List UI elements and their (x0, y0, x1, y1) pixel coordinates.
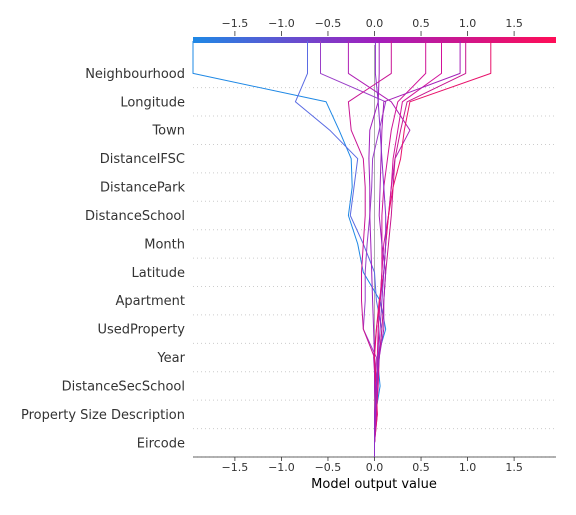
series-layer (192, 41, 492, 457)
top-tick-label: 0.0 (366, 17, 384, 30)
feature-label: Neighbourhood (85, 67, 185, 82)
feature-label: Latitude (131, 266, 185, 281)
feature-label: DistanceSchool (85, 209, 185, 224)
top-tick-label: 0.5 (412, 17, 430, 30)
top-tick-label: 1.0 (459, 17, 477, 30)
feature-label: Property Size Description (21, 408, 185, 423)
top-tick-label: −1.5 (222, 17, 249, 30)
bottom-tick-label: −1.5 (222, 461, 249, 474)
feature-label: Year (156, 351, 185, 366)
decision-line (294, 41, 383, 457)
feature-label: Longitude (120, 95, 185, 110)
feature-label: DistancePark (100, 181, 185, 196)
top-tick-label: −1.0 (268, 17, 295, 30)
bottom-tick-label: 0.5 (412, 461, 430, 474)
x-axis-title: Model output value (311, 477, 437, 492)
feature-label: Apartment (115, 294, 185, 309)
tick-layer: −1.5 −1.5 −1.0 −1.0 −0.5 −0.5 0.0 0.0 0.5 0.5 1.0 1… (222, 17, 523, 474)
feature-label: DistanceIFSC (100, 152, 185, 167)
top-tick-label: −0.5 (315, 17, 342, 30)
decision-line (374, 41, 467, 457)
feature-label: Month (144, 237, 185, 252)
feature-label: UsedProperty (97, 323, 185, 338)
bottom-tick-label: −0.5 (315, 461, 342, 474)
feature-label: DistanceSecSchool (62, 379, 185, 394)
decision-line (374, 41, 461, 457)
bottom-tick-label: 1.0 (459, 461, 477, 474)
bottom-tick-label: 0.0 (366, 461, 384, 474)
feature-label-layer: Eircode Property Size Description Distance… (21, 67, 186, 451)
feature-label: Town (151, 124, 185, 139)
bottom-tick-label: −1.0 (268, 461, 295, 474)
colorbar (193, 37, 556, 43)
decision-line (374, 41, 442, 457)
decision-line (374, 41, 387, 457)
decision-line (192, 41, 387, 457)
top-tick-label: 1.5 (505, 17, 523, 30)
bottom-tick-label: 1.5 (505, 461, 523, 474)
feature-label: Eircode (137, 436, 185, 451)
